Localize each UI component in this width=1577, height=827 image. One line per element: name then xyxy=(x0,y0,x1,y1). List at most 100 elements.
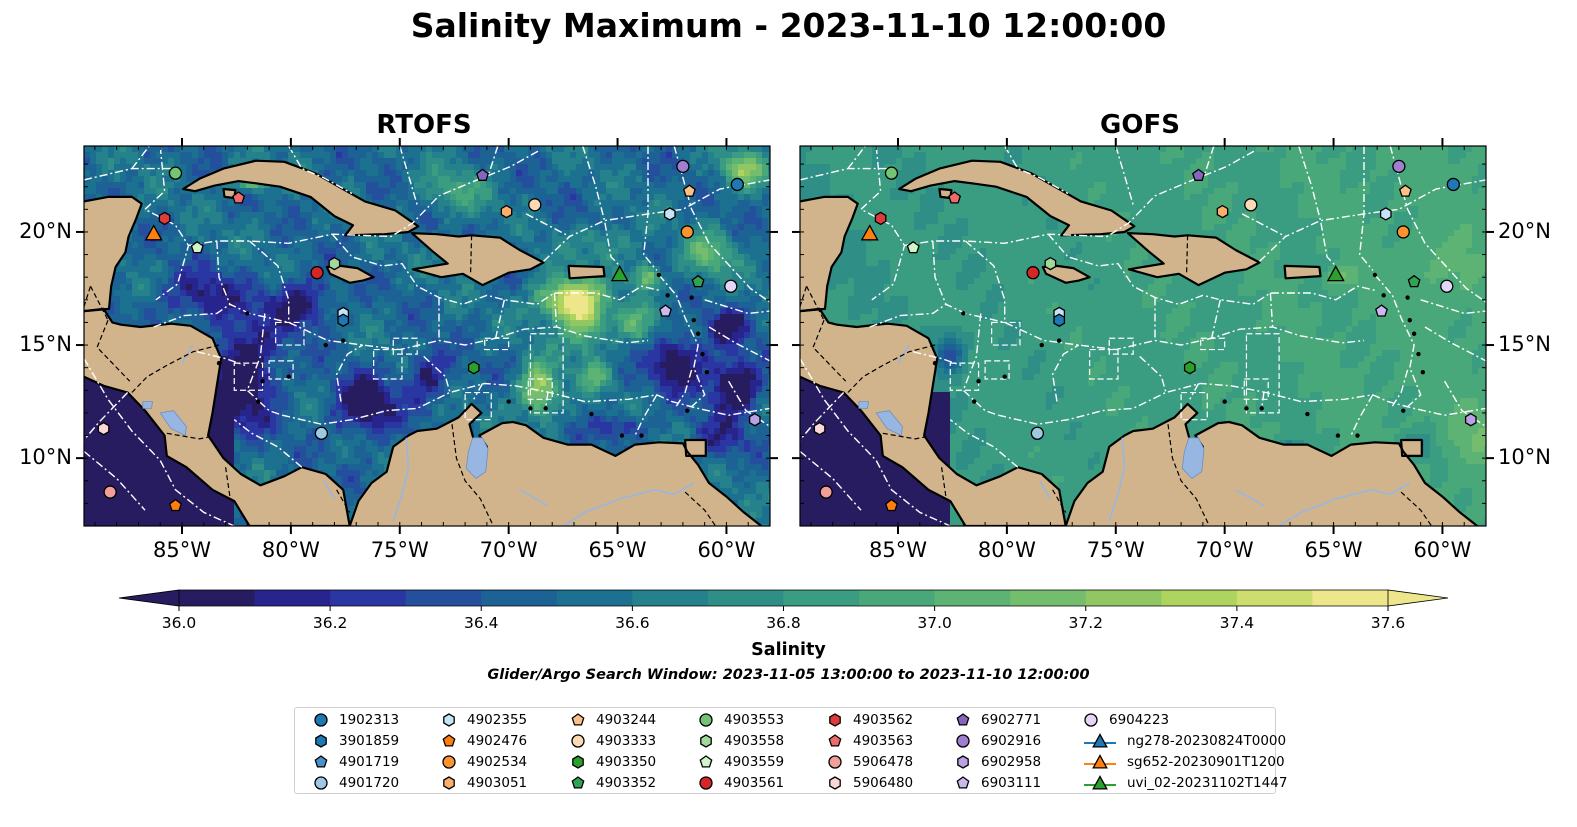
legend-label: 5906478 xyxy=(853,754,914,770)
legend-marker xyxy=(315,734,327,748)
legend-label: 4903352 xyxy=(596,775,657,791)
land xyxy=(800,159,1478,526)
legend-item: 4903561 xyxy=(698,773,784,793)
marker-6902916 xyxy=(1392,159,1406,174)
lon-tick-label: 60°W xyxy=(697,538,756,562)
marker-4903558 xyxy=(328,256,341,271)
hexagon-marker-icon xyxy=(315,734,327,748)
colorbar-label: Salinity xyxy=(751,640,826,660)
legend-marker xyxy=(829,776,841,790)
marker-4903562 xyxy=(158,211,171,226)
marker-4903333 xyxy=(528,198,542,212)
colorbar-segment xyxy=(783,590,860,606)
lon-tick-label: 80°W xyxy=(261,538,320,562)
legend-label: 4903561 xyxy=(724,775,785,791)
hexagon-marker-icon xyxy=(700,734,712,748)
lat-tick-label: 10°N xyxy=(1498,445,1551,470)
colorbar-segment xyxy=(1236,590,1313,606)
legend-label: 4903563 xyxy=(853,733,914,749)
legend-label: sg652-20230901T1200 xyxy=(1127,754,1285,770)
hexagon-marker-icon xyxy=(957,755,969,769)
pentagon-marker-icon xyxy=(828,734,842,747)
circle-marker-icon xyxy=(699,776,713,790)
marker-6903111 xyxy=(659,304,672,317)
marker-4903350 xyxy=(467,360,480,375)
legend-label: uvi_02-20231102T1447 xyxy=(1127,775,1288,791)
search-window-text: Glider/Argo Search Window: 2023-11-05 13… xyxy=(487,667,1090,683)
legend-label: 6902958 xyxy=(981,754,1042,770)
circle-marker-icon xyxy=(1084,713,1098,727)
legend-item: 4903563 xyxy=(827,731,913,751)
circle-marker-icon xyxy=(571,734,585,748)
legend-label: ng278-20230824T0000 xyxy=(1127,733,1287,749)
colorbar-segment xyxy=(1312,590,1389,606)
legend-marker xyxy=(443,713,455,727)
colorbar-tick-label: 37.0 xyxy=(917,614,952,632)
legend-marker xyxy=(571,776,585,789)
lon-tick-label: 65°W xyxy=(1304,538,1363,562)
legend-label: 1902313 xyxy=(339,712,400,728)
circle-marker-icon xyxy=(956,734,970,748)
colorbar-tick-label: 36.2 xyxy=(312,614,348,632)
marker-4903051 xyxy=(500,204,513,219)
legend-item: 3901859 xyxy=(313,731,399,751)
legend-item: 4902534 xyxy=(441,752,527,772)
pentagon-marker-icon xyxy=(571,776,585,789)
legend-item: 6904223 xyxy=(1083,710,1169,730)
legend-marker xyxy=(1092,775,1108,790)
circle-marker-icon xyxy=(314,713,328,727)
colorbar-tick-label: 37.4 xyxy=(1219,614,1255,632)
marker-4903559 xyxy=(190,241,204,254)
legend-marker xyxy=(572,755,584,769)
lat-tick-label: 20°N xyxy=(19,218,72,243)
pentagon-marker-icon xyxy=(314,755,328,768)
colorbar-tick-label: 36.8 xyxy=(766,614,801,632)
marker-4903562 xyxy=(874,211,887,226)
legend-label: 4903558 xyxy=(724,733,785,749)
lon-tick-label: 75°W xyxy=(370,538,429,562)
land xyxy=(84,159,762,526)
legend: 1902313 3901859 4901719 4901720 4902355 49024… xyxy=(294,707,1287,794)
legend-label: 5906480 xyxy=(853,775,914,791)
legend-item: 4902476 xyxy=(441,731,527,751)
colorbar-segment xyxy=(481,590,558,606)
circle-marker-icon xyxy=(828,755,842,769)
colorbar-segment xyxy=(254,590,331,606)
legend-item: 4901720 xyxy=(313,773,399,793)
marker-uvi_02-20231102T1447 xyxy=(1326,264,1345,282)
legend-marker xyxy=(442,734,456,747)
legend-marker xyxy=(1092,754,1108,769)
legend-item: 4903558 xyxy=(698,731,784,751)
marker-4902534 xyxy=(1396,225,1410,239)
marker-6902771 xyxy=(476,168,489,181)
legend-item: uvi_02-20231102T1447 xyxy=(1083,773,1287,793)
marker-4902355 xyxy=(1379,207,1392,221)
legend-label: 4903559 xyxy=(724,754,785,770)
colorbar-tick-label: 37.6 xyxy=(1370,614,1406,632)
hexagon-marker-icon xyxy=(443,776,455,790)
panel-title-gofs: GOFS xyxy=(1100,110,1180,140)
hexagon-marker-icon xyxy=(443,713,455,727)
legend-label: 4903350 xyxy=(596,754,657,770)
marker-4902476 xyxy=(885,498,898,512)
colorbar-segment xyxy=(556,590,633,606)
legend-label: 4902476 xyxy=(467,733,528,749)
legend-marker xyxy=(699,776,713,790)
observation-markers xyxy=(97,159,761,512)
marker-6902916 xyxy=(676,159,690,174)
colorbar-segment xyxy=(1161,590,1238,606)
figure-title: Salinity Maximum - 2023-11-10 12:00:00 xyxy=(410,6,1167,45)
legend-item: 6902771 xyxy=(955,710,1041,730)
lake-managua xyxy=(858,401,870,409)
map-frame xyxy=(799,145,1487,527)
marker-4901720 xyxy=(314,426,329,440)
map-panel-rtofs xyxy=(84,146,770,526)
legend-item: 4901719 xyxy=(313,752,399,772)
legend-label: 4903553 xyxy=(724,712,785,728)
marker-6903111 xyxy=(1375,304,1388,317)
marker-uvi_02-20231102T1447 xyxy=(610,264,629,282)
lon-tick-label: 80°W xyxy=(977,538,1036,562)
legend-marker xyxy=(699,755,713,768)
colorbar-segment xyxy=(330,590,407,606)
lat-tick-label: 10°N xyxy=(19,445,72,470)
